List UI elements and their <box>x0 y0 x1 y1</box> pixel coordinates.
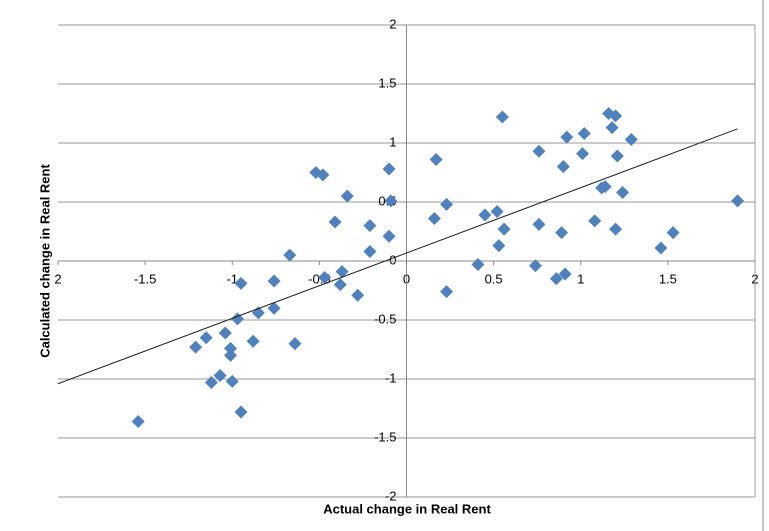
point <box>440 197 454 211</box>
point <box>363 219 377 233</box>
point <box>351 288 365 302</box>
point <box>204 376 218 390</box>
point <box>213 368 227 382</box>
point <box>199 331 213 345</box>
point <box>471 258 485 272</box>
point <box>318 271 332 285</box>
x-tick-label: 1.5 <box>659 271 677 286</box>
y-axis-title: Calculated change in Real Rent <box>37 164 52 358</box>
point <box>654 241 668 255</box>
y-tick-label: 0 <box>389 252 396 267</box>
point <box>575 147 589 161</box>
trendline <box>57 128 738 385</box>
point <box>234 405 248 419</box>
point <box>382 162 396 176</box>
point <box>577 127 591 141</box>
point <box>333 278 347 292</box>
point <box>492 239 506 253</box>
point <box>556 160 570 174</box>
point <box>382 229 396 243</box>
point <box>335 265 349 279</box>
point <box>224 348 238 362</box>
point <box>605 121 619 135</box>
x-tick-label: 1 <box>577 271 584 286</box>
point <box>532 217 546 231</box>
point <box>560 130 574 144</box>
y-tick-label: -0.5 <box>374 311 396 326</box>
point <box>429 153 443 167</box>
point <box>251 306 265 320</box>
x-tick-label: 2 <box>54 271 61 286</box>
point <box>609 222 623 236</box>
y-tick-label: 1.5 <box>378 75 396 90</box>
x-tick-label: -1 <box>226 271 238 286</box>
y-tick-label: -1.5 <box>374 429 396 444</box>
y-tick-label: 2 <box>389 16 396 31</box>
point <box>225 374 239 388</box>
point <box>666 226 680 240</box>
point <box>328 215 342 229</box>
point <box>363 245 377 259</box>
point <box>495 110 509 124</box>
point <box>189 340 203 354</box>
point <box>340 189 354 203</box>
point <box>224 341 238 355</box>
y-tick-label: 1 <box>389 134 396 149</box>
point <box>549 272 563 286</box>
point <box>588 214 602 228</box>
y-tick-label: -1 <box>385 370 397 385</box>
point <box>384 194 398 208</box>
x-tick-label: 0.5 <box>485 271 503 286</box>
point <box>267 274 281 288</box>
point <box>246 334 260 348</box>
point <box>616 186 630 200</box>
x-tick-label: -1.5 <box>134 271 156 286</box>
point <box>624 132 638 146</box>
point <box>731 194 745 208</box>
point <box>427 212 441 226</box>
point <box>555 226 569 240</box>
point <box>234 276 248 290</box>
point <box>316 168 330 182</box>
point <box>532 144 546 158</box>
point <box>598 180 612 194</box>
point <box>609 109 623 123</box>
point <box>288 337 302 351</box>
point <box>283 248 297 262</box>
x-axis-title: Actual change in Real Rent <box>323 501 491 516</box>
point <box>558 267 572 281</box>
point <box>478 208 492 222</box>
point <box>131 414 145 428</box>
point <box>440 285 454 299</box>
y-tick-label: -2 <box>385 488 397 503</box>
point <box>267 301 281 315</box>
point <box>610 149 624 163</box>
point <box>218 326 232 340</box>
point <box>528 259 542 273</box>
point <box>497 222 511 236</box>
point <box>490 204 504 218</box>
